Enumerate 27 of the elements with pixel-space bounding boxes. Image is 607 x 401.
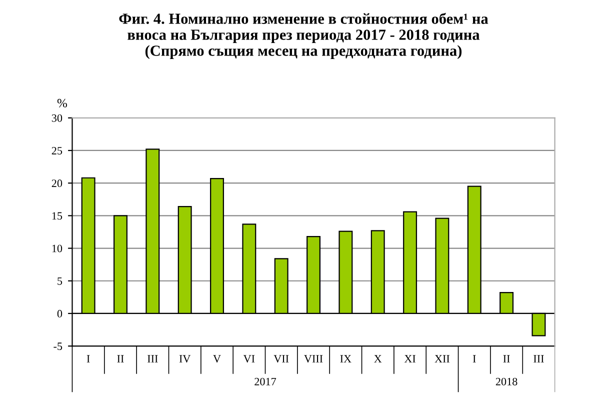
text: 2017	[254, 378, 276, 386]
chart-title: Фиг. 4. Номинално изменение в стойностния обем¹ на вноса на България през периода 2017 - 2018 година (Спрямо същия месец на предходната година)	[119, 12, 488, 59]
x-tick-label: III	[148, 355, 158, 362]
y-tick-label: 10	[52, 244, 62, 252]
x-tick-label: I	[472, 355, 476, 362]
x-tick-label: IV	[179, 355, 191, 363]
x-tick-label: VIII	[304, 355, 323, 363]
x-tick-label: XII	[434, 355, 450, 362]
y-tick-label: 5	[58, 277, 62, 285]
x-tick-label: VII	[274, 355, 289, 363]
x-tick-label: V	[213, 355, 221, 363]
x-tick-label: II	[503, 355, 510, 362]
y-tick-label: 0	[57, 310, 62, 318]
x-tick-label: III	[534, 355, 544, 362]
text: 2018	[496, 378, 518, 386]
y-tick-label: 15	[52, 212, 62, 220]
x-tick-label: VI	[243, 355, 255, 363]
x-tick-label: XI	[404, 355, 416, 362]
x-tick-label: I	[86, 355, 90, 362]
x-tick-label: IX	[340, 355, 352, 362]
y-tick-label: 25	[52, 146, 62, 154]
x-tick-label: II	[117, 355, 124, 362]
y-axis-title: %	[57, 98, 67, 108]
y-tick-label: 20	[52, 180, 62, 188]
y-tick-label: 30	[52, 114, 62, 122]
x-tick-label: X	[374, 355, 382, 362]
y-tick-label: -5	[54, 342, 62, 350]
